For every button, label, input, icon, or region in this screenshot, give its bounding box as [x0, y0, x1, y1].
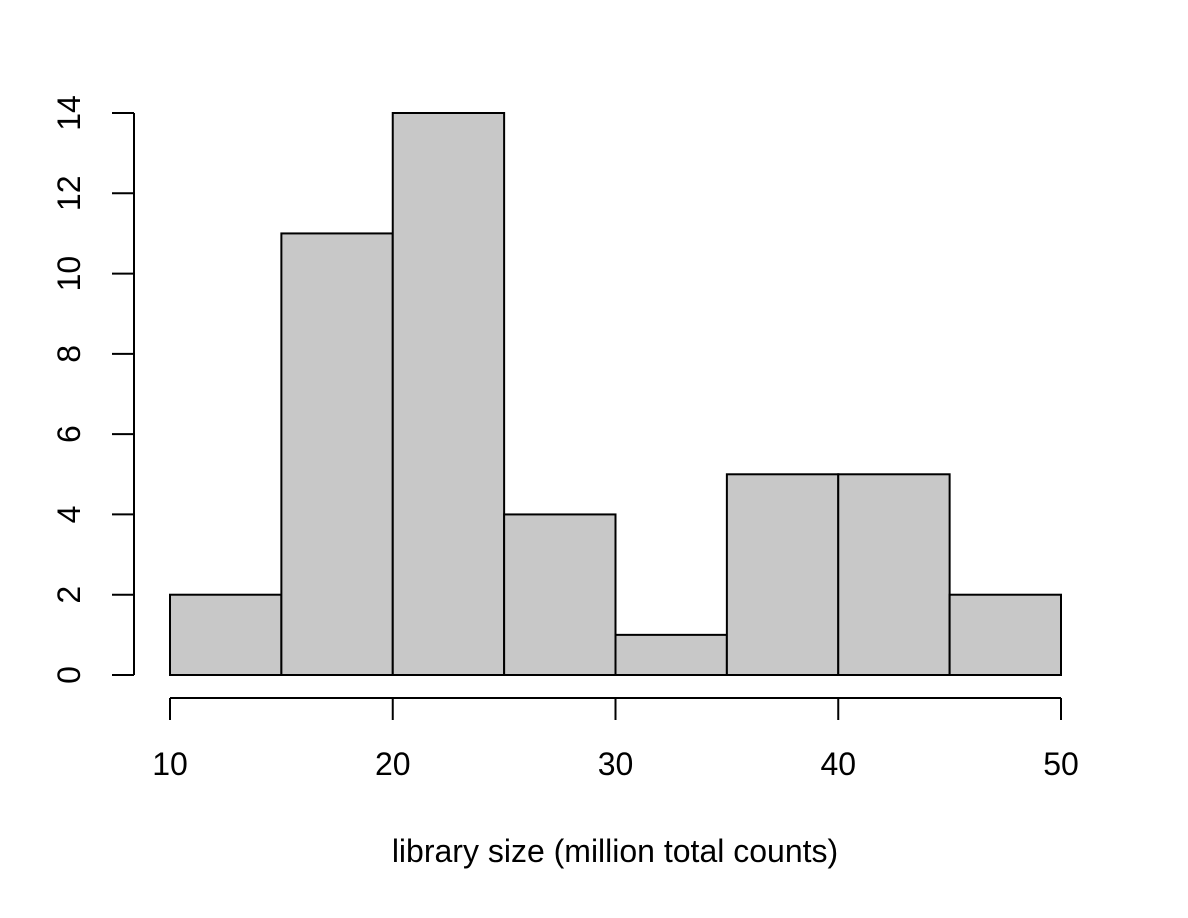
y-tick-label: 2 — [51, 586, 87, 604]
y-tick-label: 0 — [51, 666, 87, 684]
y-axis: 0 2 4 6 8 10 12 14 — [51, 95, 135, 684]
y-tick-label: 10 — [51, 256, 87, 292]
y-tick-label: 4 — [51, 506, 87, 524]
histogram-bar — [725, 473, 840, 676]
x-axis: 10 20 30 40 50 — [152, 697, 1079, 782]
histogram-bar — [169, 593, 283, 677]
y-tick-label: 12 — [51, 175, 87, 211]
x-tick-label: 40 — [820, 746, 856, 782]
x-axis-label: library size (million total counts) — [392, 833, 838, 869]
x-tick-label: 50 — [1043, 746, 1079, 782]
histogram-bar — [391, 112, 506, 676]
x-tick-label: 30 — [598, 746, 634, 782]
histogram-bar — [837, 473, 951, 676]
y-tick-label: 8 — [51, 345, 87, 363]
histogram-bar — [280, 232, 394, 677]
bars-group — [169, 112, 1062, 677]
x-tick-label: 10 — [152, 746, 188, 782]
y-tick-label: 6 — [51, 425, 87, 443]
y-tick-label: 14 — [51, 95, 87, 131]
histogram-bar — [503, 513, 617, 677]
x-tick-label: 20 — [375, 746, 411, 782]
histogram-bar — [948, 593, 1062, 677]
histogram-bar — [614, 633, 728, 676]
